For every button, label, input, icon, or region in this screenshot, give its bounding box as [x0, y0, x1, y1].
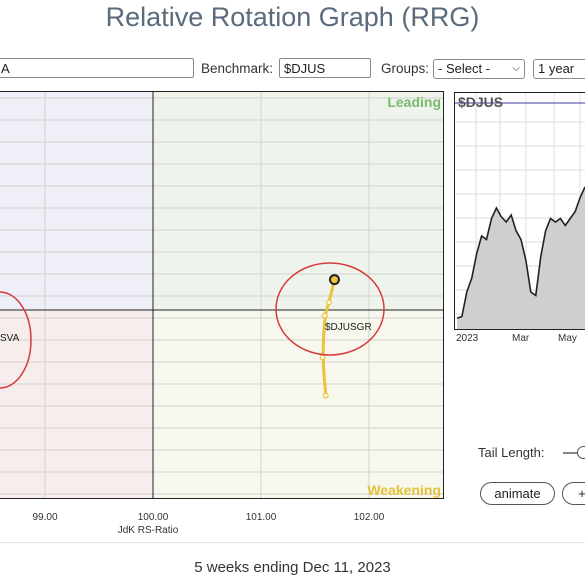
- leading-label: Leading: [387, 94, 441, 110]
- sva-label: SVA: [0, 333, 20, 344]
- x-tick-label: 102.00: [353, 512, 385, 523]
- x-tick-label: 101.00: [245, 512, 277, 523]
- groups-select[interactable]: - Select - ⌵: [433, 59, 525, 79]
- period-select[interactable]: 1 year: [533, 59, 585, 79]
- rrg-plot[interactable]: Leading Weakening $DJUSGR SVA: [0, 91, 446, 501]
- groups-select-value: - Select -: [438, 61, 491, 76]
- tail-length-slider[interactable]: [577, 446, 585, 459]
- chevron-down-icon: ⌵: [512, 63, 520, 74]
- mini-area: [457, 187, 585, 329]
- tail-point: [319, 354, 326, 361]
- footer-date: 5 weeks ending Dec 11, 2023: [194, 559, 391, 576]
- x-axis-label: JdK RS-Ratio: [117, 525, 179, 536]
- groups-label: Groups:: [381, 61, 430, 76]
- lagging-quadrant: [0, 310, 153, 498]
- period-select-value: 1 year: [538, 61, 575, 76]
- leading-quadrant: [153, 91, 444, 310]
- mini-price-line: [456, 186, 585, 320]
- plot-border: [0, 91, 444, 499]
- weakening-label: Weakening: [367, 482, 441, 498]
- benchmark-mini-chart: $DJUS: [454, 92, 585, 330]
- footer-divider: [0, 542, 585, 543]
- page-title: Relative Rotation Graph (RRG): [105, 2, 480, 32]
- benchmark-input[interactable]: $DJUS: [279, 58, 371, 78]
- tail-point: [322, 392, 329, 399]
- weakening-quadrant: [153, 310, 444, 498]
- mini-chart-title: $DJUS: [458, 94, 503, 110]
- mini-x-label: May: [558, 333, 577, 344]
- tail-point: [321, 312, 328, 319]
- plus-button[interactable]: +: [562, 482, 585, 505]
- djusgr-label: $DJUSGR: [325, 322, 372, 333]
- head-point[interactable]: [328, 274, 340, 286]
- improving-quadrant: [0, 91, 153, 310]
- tail-length-track: [563, 452, 585, 454]
- tail-layer: [319, 274, 340, 399]
- mini-x-label: 2023: [456, 333, 479, 344]
- highlight-circle-djusgr: [275, 262, 385, 356]
- benchmark-label: Benchmark:: [201, 61, 274, 76]
- symbols-input[interactable]: A: [0, 58, 194, 78]
- highlight-circle-sva: [0, 291, 32, 389]
- grid-lines: [0, 91, 444, 498]
- mini-x-label: Mar: [512, 333, 530, 344]
- x-tick-label: 100.00: [137, 512, 169, 523]
- tail-length-label: Tail Length:: [478, 445, 545, 460]
- x-tick-label: 99.00: [32, 512, 58, 523]
- tail-point: [326, 299, 332, 306]
- animate-button[interactable]: animate: [480, 482, 555, 505]
